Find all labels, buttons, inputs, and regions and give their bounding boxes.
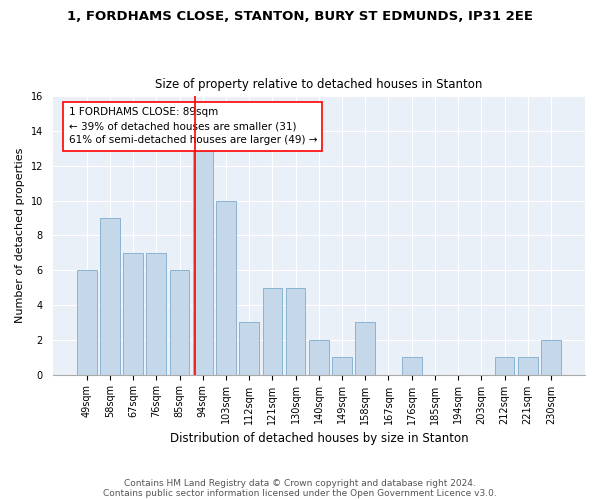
Bar [100, 218, 120, 374]
Bar [170, 270, 190, 374]
Bar [355, 322, 375, 374]
Text: 1, FORDHAMS CLOSE, STANTON, BURY ST EDMUNDS, IP31 2EE: 1, FORDHAMS CLOSE, STANTON, BURY ST EDMU… [67, 10, 533, 23]
Y-axis label: Number of detached properties: Number of detached properties [15, 148, 25, 323]
Bar [541, 340, 561, 374]
Bar [309, 340, 329, 374]
Text: 1 FORDHAMS CLOSE: 89sqm
← 39% of detached houses are smaller (31)
61% of semi-de: 1 FORDHAMS CLOSE: 89sqm ← 39% of detache… [68, 108, 317, 146]
Bar [193, 148, 212, 374]
Text: Contains HM Land Registry data © Crown copyright and database right 2024.: Contains HM Land Registry data © Crown c… [124, 478, 476, 488]
Text: Contains public sector information licensed under the Open Government Licence v3: Contains public sector information licen… [103, 488, 497, 498]
Bar [332, 357, 352, 374]
Bar [216, 200, 236, 374]
Bar [263, 288, 282, 374]
Bar [77, 270, 97, 374]
X-axis label: Distribution of detached houses by size in Stanton: Distribution of detached houses by size … [170, 432, 468, 445]
Title: Size of property relative to detached houses in Stanton: Size of property relative to detached ho… [155, 78, 482, 91]
Bar [146, 253, 166, 374]
Bar [286, 288, 305, 374]
Bar [518, 357, 538, 374]
Bar [402, 357, 422, 374]
Bar [494, 357, 514, 374]
Bar [239, 322, 259, 374]
Bar [123, 253, 143, 374]
